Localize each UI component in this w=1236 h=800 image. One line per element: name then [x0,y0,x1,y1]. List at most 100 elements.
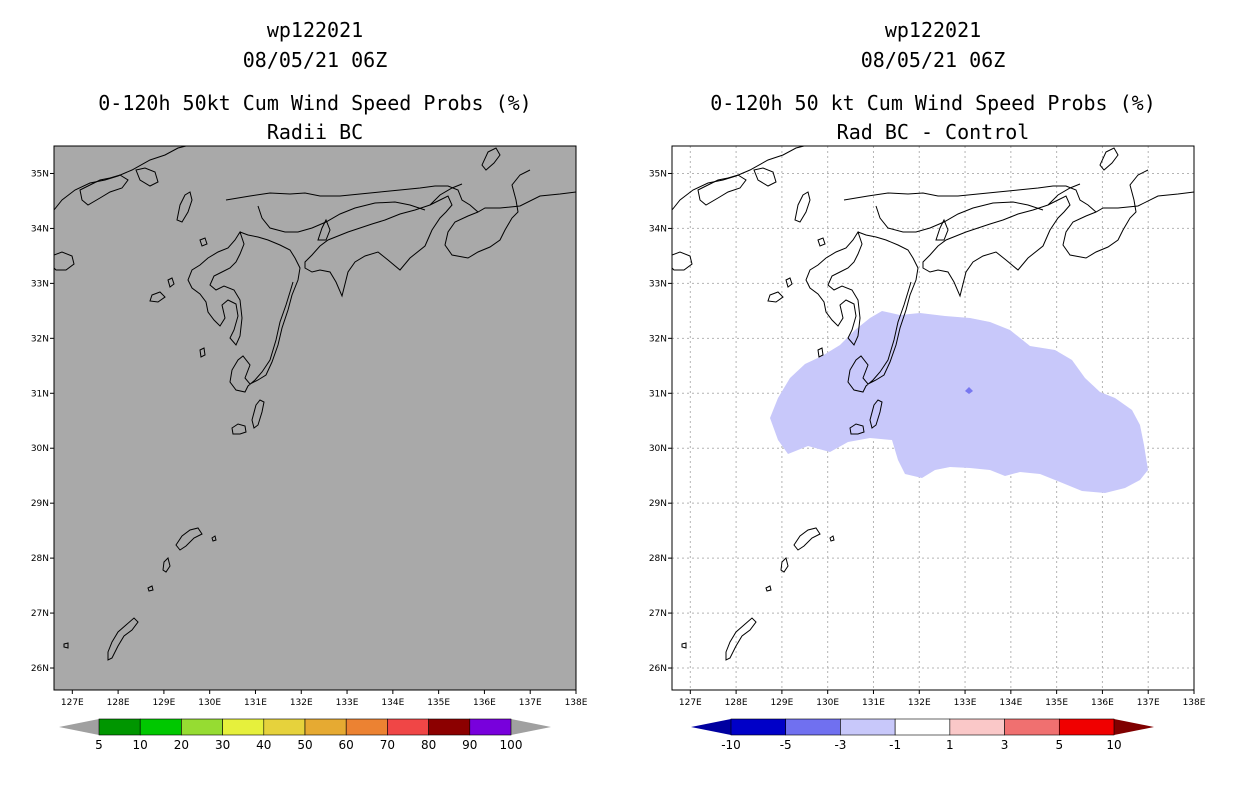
lon-label: 130E [198,698,221,708]
colorbar-segment [785,718,841,736]
left-storm-id: wp122021 [266,18,364,42]
lat-label: 29N [31,499,49,509]
right-title: 0-120h 50 kt Cum Wind Speed Probs (%) [710,91,1156,115]
colorbar-segment [181,718,223,736]
lat-label: 26N [649,664,667,674]
lon-label: 133E [336,698,359,708]
lon-label: 128E [107,698,130,708]
lon-label: 131E [862,698,885,708]
lon-label: 134E [999,698,1022,708]
lon-label: 134E [381,698,404,708]
lat-label: 29N [649,499,667,509]
colorbar-segment [730,718,787,736]
lon-label: 128E [725,698,748,708]
lon-label: 127E [679,698,702,708]
lon-label: 132E [908,698,931,708]
lon-label: 137E [1137,698,1160,708]
colorbar-segment [304,718,347,736]
right-map-frame [671,145,1195,691]
lon-label: 135E [427,698,450,708]
colorbar-label: 70 [380,738,395,752]
colorbar-label: -10 [721,738,741,752]
colorbar-segment [840,718,896,736]
colorbar-low-end [691,719,731,735]
lat-label: 27N [649,609,667,619]
right-map: 127E 128E 129E 130E 131E 132E 133E 134E 135E 136E… [649,145,1206,708]
colorbar-label: -3 [834,738,846,752]
colorbar-segment [894,718,951,736]
colorbar-segment [139,718,182,736]
colorbar-segment [428,718,471,736]
colorbar-segment [469,718,512,736]
colorbar-high-end [1114,719,1154,735]
left-title: 0-120h 50kt Cum Wind Speed Probs (%) [98,91,532,115]
lon-label: 130E [816,698,839,708]
left-map-background [54,146,576,690]
lat-label: 30N [649,444,667,454]
right-colorbar: -10 -5 -3 -1 1 3 5 10 [691,718,1154,752]
lat-label: 32N [31,334,49,344]
lat-label: 34N [649,224,667,234]
colorbar-segment [98,718,141,736]
right-axis-ticks: 127E 128E 129E 130E 131E 132E 133E 134E 135E 136E… [649,169,1206,708]
lon-label: 137E [519,698,542,708]
lon-label: 129E [770,698,793,708]
colorbar-label: 100 [500,738,523,752]
colorbar-low-end [59,719,99,735]
colorbar-segment [1004,718,1060,736]
colorbar-label: 20 [174,738,189,752]
colorbar-label: 5 [1055,738,1063,752]
colorbar-label: -1 [889,738,901,752]
lon-label: 129E [152,698,175,708]
colorbar-label: 3 [1001,738,1009,752]
right-subtitle: Rad BC - Control [836,120,1030,144]
left-datetime: 08/05/21 06Z [242,48,388,72]
lon-label: 131E [244,698,267,708]
probability-difference-region [770,311,1148,493]
lat-label: 27N [31,609,49,619]
colorbar-label: 1 [946,738,954,752]
lat-label: 32N [649,334,667,344]
lat-label: 33N [31,279,49,289]
colorbar-segment [1058,718,1115,736]
lon-label: 127E [61,698,84,708]
lat-label: 35N [649,169,667,179]
colorbar-label: 40 [256,738,271,752]
left-colorbar: 5 10 20 30 40 50 60 70 80 90 100 [59,718,551,752]
lon-label: 136E [1091,698,1114,708]
right-storm-id: wp122021 [884,18,982,42]
lat-label: 28N [649,554,667,564]
lon-label: 133E [954,698,977,708]
colorbar-segment [345,718,388,736]
colorbar-label: 90 [462,738,477,752]
lon-label: 132E [290,698,313,708]
lat-label: 28N [31,554,49,564]
right-datetime: 08/05/21 06Z [860,48,1006,72]
lat-label: 26N [31,664,49,674]
lat-label: 30N [31,444,49,454]
colorbar-segment [263,718,306,736]
colorbar-label: 50 [297,738,312,752]
lon-label: 135E [1045,698,1068,708]
colorbar-label: 10 [1106,738,1121,752]
colorbar-segment [387,718,429,736]
lat-label: 33N [649,279,667,289]
colorbar-segment [949,718,1005,736]
lat-label: 31N [31,389,49,399]
lat-label: 31N [649,389,667,399]
colorbar-label: 5 [95,738,103,752]
left-map-frame [53,145,577,691]
left-map: 127E 128E 129E 130E 131E 132E 133E 134E 135E 136E… [31,145,588,708]
colorbar-label: 60 [339,738,354,752]
left-axis-ticks: 127E 128E 129E 130E 131E 132E 133E 134E 135E 136E… [31,169,588,708]
lon-label: 138E [1183,698,1206,708]
colorbar-label: 80 [421,738,436,752]
colorbar-segment [222,718,265,736]
lat-label: 34N [31,224,49,234]
colorbar-label: 30 [215,738,230,752]
lon-label: 136E [473,698,496,708]
colorbar-label: 10 [133,738,148,752]
colorbar-high-end [511,719,551,735]
colorbar-label: -5 [780,738,792,752]
